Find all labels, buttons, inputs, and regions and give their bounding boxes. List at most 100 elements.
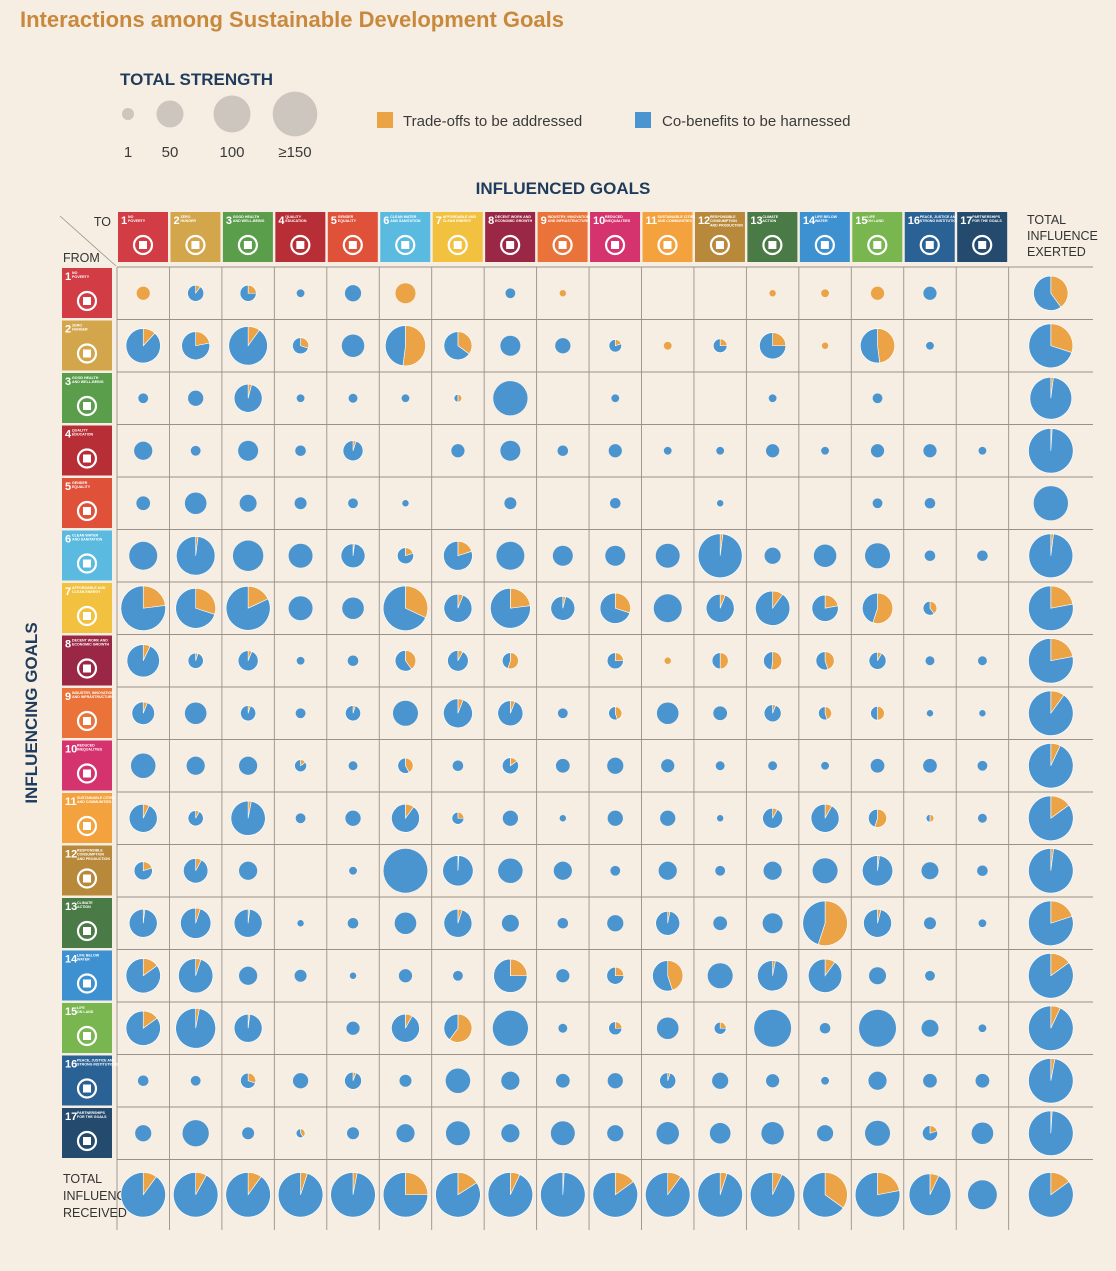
cobenefit-slice	[979, 710, 986, 717]
goal-label: LIFE BELOW	[77, 954, 100, 958]
gender-icon	[342, 234, 363, 256]
cobenefit-slice	[607, 1125, 624, 1142]
goal-number: 4	[278, 215, 285, 227]
cell-pie-1-to-6	[395, 283, 416, 304]
cobenefit-slice	[186, 756, 205, 775]
goal-number: 5	[331, 215, 337, 227]
total-received-pie-4	[277, 1172, 324, 1218]
goal-label: ACTION	[762, 219, 776, 223]
cobenefit-slice	[716, 815, 724, 822]
cell-pie-8-to-8	[502, 652, 519, 670]
cell-pie-10-to-14	[821, 761, 829, 770]
cobenefit-slice	[502, 757, 519, 775]
cell-pie-15-to-7	[443, 1013, 473, 1043]
bowl-icon	[76, 343, 98, 364]
cell-pie-16-to-11	[659, 1072, 677, 1090]
goal-label: AND INFRASTRUCTURE	[72, 695, 115, 699]
cell-pie-17-to-13	[761, 1121, 784, 1145]
cell-pie-3-to-13	[768, 394, 777, 403]
tradeoff-slice	[929, 814, 935, 823]
cubes-icon	[552, 234, 573, 256]
cell-pie-9-to-7	[443, 698, 473, 728]
cell-pie-16-to-8	[501, 1071, 520, 1090]
cell-pie-10-to-12	[715, 761, 725, 771]
cell-pie-9-to-12	[713, 706, 728, 721]
goal-label: RESPONSIBLE	[77, 849, 103, 853]
cobenefit-slice	[296, 656, 305, 665]
cell-pie-10-to-1	[130, 753, 156, 779]
total-exerted-pie-15	[1028, 1005, 1074, 1051]
goal-number: 15	[65, 1006, 77, 1018]
goal-label: GENDER	[72, 481, 88, 485]
cobenefit-slice	[232, 540, 264, 571]
cell-pie-16-to-9	[555, 1073, 570, 1088]
cell-pie-2-to-1	[125, 328, 161, 364]
cobenefit-slice	[656, 702, 679, 725]
cell-pie-9-to-16	[926, 710, 934, 717]
cobenefit-slice	[715, 865, 726, 876]
cell-pie-14-to-16	[925, 970, 935, 981]
goal-label: AND WELL-BEING	[233, 219, 265, 223]
cobenefit-slice	[135, 1125, 152, 1142]
goal-label: LIFE BELOW	[815, 215, 838, 219]
cell-pie-10-to-15	[870, 758, 885, 773]
cobenefit-slice	[713, 1021, 727, 1035]
cell-pie-4-to-10	[608, 444, 622, 458]
cell-pie-13-to-5	[347, 917, 359, 929]
cell-pie-14-to-9	[556, 969, 570, 983]
cobenefit-slice	[297, 920, 304, 927]
cobenefit-slice	[762, 807, 783, 829]
cobenefit-slice	[558, 1023, 568, 1033]
cell-pie-2-to-14	[821, 342, 829, 349]
cell-pie-12-to-3	[239, 861, 258, 880]
cell-pie-11-to-7	[451, 811, 465, 825]
cell-pie-7-to-11	[653, 594, 682, 623]
growth-chart-icon	[76, 658, 98, 679]
goal-number: 3	[65, 376, 71, 388]
total-exerted-label: INFLUENCE	[1027, 229, 1098, 243]
cell-pie-6-to-16	[924, 550, 936, 562]
cobenefit-slice	[1028, 953, 1074, 999]
tradeoff-slice	[510, 587, 531, 609]
cell-pie-12-to-7	[442, 855, 474, 887]
cobenefit-slice	[125, 1010, 161, 1046]
cobenefit-slice	[607, 915, 624, 932]
cobenefit-slice	[926, 341, 934, 350]
goal-label: GOOD HEALTH	[72, 376, 99, 380]
cell-pie-16-to-12	[712, 1072, 729, 1089]
cobenefit-slice	[555, 1073, 570, 1088]
book-icon	[76, 448, 98, 469]
cobenefit-slice	[1028, 428, 1074, 474]
cobenefit-slice	[349, 972, 357, 979]
cell-pie-6-to-17	[977, 550, 988, 562]
cell-pie-13-to-11	[655, 910, 681, 936]
cobenefit-slice	[552, 545, 573, 566]
goal-label: INDUSTRY, INNOVATION	[548, 215, 590, 219]
goal-number: 17	[65, 1111, 77, 1123]
cobenefit-slice	[868, 651, 887, 670]
cell-pie-10-to-10	[607, 757, 624, 774]
cobenefit-slice	[445, 1121, 470, 1146]
cell-pie-11-to-6	[391, 803, 420, 833]
cell-pie-16-to-7	[445, 1068, 471, 1094]
cell-pie-6-to-14	[813, 544, 837, 568]
cobenefit-slice	[610, 865, 621, 876]
cell-pie-9-to-14	[818, 706, 832, 721]
influencing-goals-heading: INFLUENCING GOALS	[22, 622, 41, 803]
cobenefit-slice	[443, 908, 473, 938]
cell-pie-5-to-3	[239, 494, 257, 512]
goal-number: 1	[65, 271, 71, 283]
cobenefit-slice	[233, 908, 263, 938]
cobenefit-slice	[923, 758, 937, 773]
cell-pie-9-to-5	[345, 705, 361, 722]
cell-pie-12-to-2	[183, 858, 209, 884]
total-exerted-pie-2	[1028, 323, 1074, 369]
cell-pie-1-to-9	[559, 290, 567, 297]
cobenefit-slice	[130, 753, 156, 779]
cobenefit-slice	[295, 708, 306, 719]
cobenefit-slice	[711, 652, 721, 670]
cobenefit-slice	[349, 866, 357, 875]
cell-pie-13-to-7	[443, 908, 473, 938]
